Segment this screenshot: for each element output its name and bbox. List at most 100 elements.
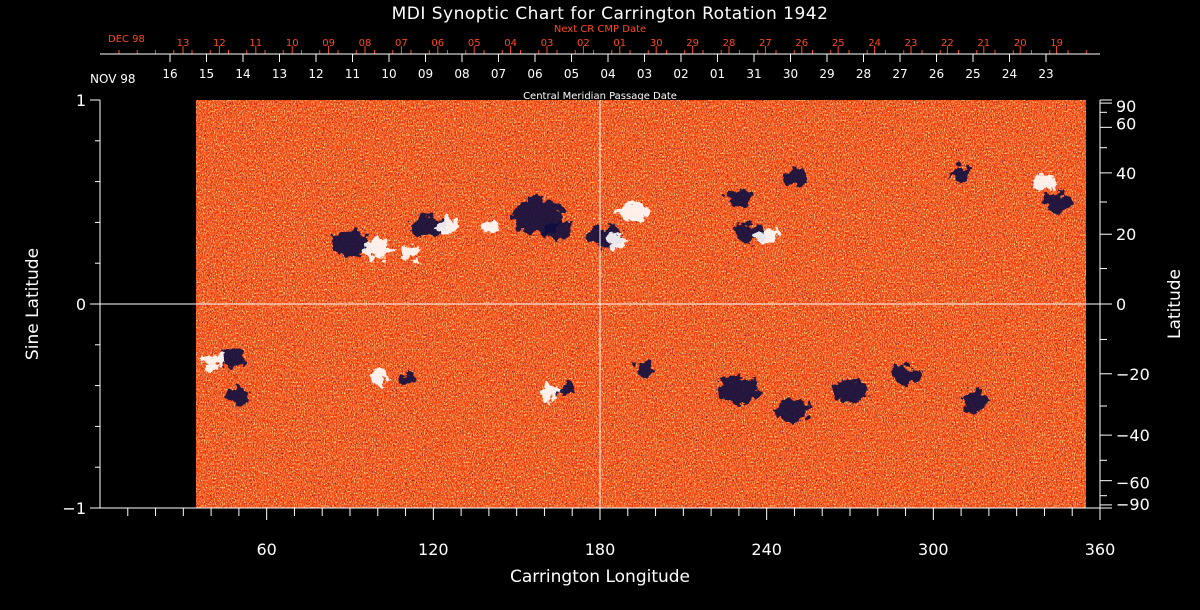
next-cr-date-label: 04	[504, 38, 517, 49]
x-tick-label: 180	[585, 540, 616, 559]
cmp-axis-label: Central Meridian Passage Date	[523, 91, 677, 102]
cmp-date-label: 05	[564, 67, 579, 81]
x-tick-label: 240	[751, 540, 782, 559]
next-cr-date-label: 01	[613, 38, 626, 49]
active-region-mark	[544, 220, 573, 241]
cmp-date-label: 03	[637, 67, 652, 81]
y-tick-label-right: −20	[1116, 365, 1150, 384]
active-region-mark	[949, 165, 973, 182]
next-cr-date-label: 24	[868, 38, 881, 49]
cmp-date-label: 28	[856, 67, 871, 81]
y-tick-label-right: −40	[1116, 426, 1150, 445]
y-tick-label-left: 0	[76, 295, 86, 314]
active-region-mark	[480, 220, 498, 233]
x-tick-label: 300	[918, 540, 949, 559]
next-cr-date-label: 19	[1050, 38, 1063, 49]
y-tick-label-right: −60	[1116, 474, 1150, 493]
cmp-date-label: 31	[746, 67, 761, 81]
cmp-date-label: 12	[308, 67, 323, 81]
active-region-mark	[558, 383, 576, 396]
y-tick-label-right: 60	[1116, 114, 1136, 133]
active-region-mark	[619, 202, 648, 223]
cmp-date-label: 14	[235, 67, 250, 81]
next-cr-month-label: DEC 98	[108, 34, 145, 45]
active-region-mark	[777, 398, 812, 423]
cmp-date-label: 30	[783, 67, 798, 81]
next-cr-date-label: 27	[759, 38, 772, 49]
next-cr-date-label: 09	[322, 38, 335, 49]
y-tick-label-right: −90	[1116, 495, 1150, 514]
next-cr-date-label: 26	[795, 38, 808, 49]
next-cr-date-label: 12	[213, 38, 226, 49]
cmp-month-label: NOV 98	[90, 72, 136, 86]
cmp-date-label: 07	[491, 67, 506, 81]
cmp-date-label: 04	[600, 67, 615, 81]
next-cr-date-label: 30	[650, 38, 663, 49]
next-cr-date-label: 22	[941, 38, 954, 49]
cmp-date-label: 01	[710, 67, 725, 81]
active-region-mark	[538, 383, 562, 400]
next-cr-date-label: 08	[359, 38, 372, 49]
next-cr-date-label: 11	[249, 38, 262, 49]
active-region-mark	[633, 361, 656, 378]
active-region-mark	[363, 238, 392, 259]
cmp-date-label: 25	[965, 67, 980, 81]
active-region-mark	[755, 228, 778, 245]
active-region-mark	[410, 214, 445, 239]
active-region-mark	[1044, 192, 1073, 212]
next-cr-date-label: 29	[686, 38, 699, 49]
active-region-mark	[727, 189, 751, 206]
cmp-date-label: 26	[929, 67, 944, 81]
next-cr-date-label: 20	[1014, 38, 1027, 49]
cmp-date-label: 15	[199, 67, 214, 81]
y-tick-label-right: 40	[1116, 164, 1136, 183]
cmp-date-label: 09	[418, 67, 433, 81]
cmp-date-label: 11	[345, 67, 360, 81]
cmp-date-label: 10	[381, 67, 396, 81]
y-tick-label-left: −1	[62, 499, 86, 518]
next-cr-date-label: 13	[177, 38, 190, 49]
cmp-date-label: 16	[162, 67, 177, 81]
x-tick-label: 60	[256, 540, 276, 559]
active-region-mark	[605, 232, 628, 249]
active-region-mark	[891, 365, 920, 386]
next-cr-label: Next CR CMP Date	[554, 24, 646, 35]
next-cr-axis: 13 12 11 10 09 08 07 06 05 04 03 02 01 30 29 28 27 26 25 24…	[118, 38, 1087, 54]
cmp-date-label: 13	[272, 67, 287, 81]
active-region-mark	[961, 391, 989, 412]
cmp-date-label: 02	[673, 67, 688, 81]
cmp-date-axis: 16 15 14 13 12 11 10 09 08 07 06 05 04 03 02 01 31 30 29 28…	[100, 53, 1100, 81]
x-tick-label: 360	[1085, 540, 1116, 559]
y-tick-label-right: 90	[1116, 97, 1136, 116]
cmp-date-label: 23	[1038, 67, 1053, 81]
active-region-mark	[436, 218, 459, 235]
y-axis-label-right: Latitude	[1165, 269, 1185, 339]
chart-title: MDI Synoptic Chart for Carrington Rotati…	[392, 4, 829, 24]
next-cr-date-label: 28	[723, 38, 736, 49]
next-cr-date-label: 10	[286, 38, 299, 49]
cmp-date-label: 08	[454, 67, 469, 81]
cmp-date-label: 27	[892, 67, 907, 81]
active-region-mark	[719, 375, 759, 404]
cmp-date-label: 29	[819, 67, 834, 81]
y-tick-label-right: 20	[1116, 225, 1136, 244]
active-region-mark	[330, 228, 370, 257]
active-region-mark	[219, 347, 248, 368]
active-region-mark	[367, 370, 388, 385]
active-region-mark	[199, 353, 223, 370]
next-cr-date-label: 23	[905, 38, 918, 49]
next-cr-date-label: 21	[977, 38, 990, 49]
y-tick-label-left: 1	[76, 91, 86, 110]
cmp-date-label: 24	[1002, 67, 1017, 81]
y-axis-label-left: Sine Latitude	[23, 248, 43, 360]
next-cr-date-label: 06	[431, 38, 444, 49]
cmp-date-label: 06	[527, 67, 542, 81]
active-region-mark	[1033, 173, 1056, 190]
next-cr-date-label: 05	[468, 38, 481, 49]
next-cr-date-label: 02	[577, 38, 590, 49]
x-tick-label: 120	[418, 540, 449, 559]
next-cr-date-label: 25	[832, 38, 845, 49]
next-cr-date-label: 03	[541, 38, 554, 49]
